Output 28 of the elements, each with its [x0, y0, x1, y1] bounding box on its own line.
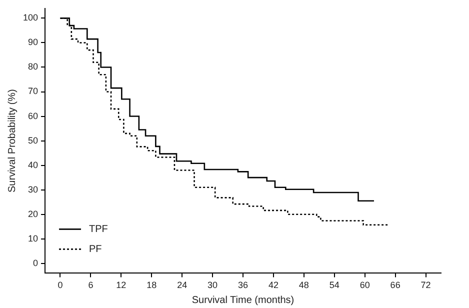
x-tick-label: 66: [390, 280, 400, 290]
x-tick-label: 48: [298, 280, 309, 290]
y-tick-label: 30: [28, 184, 38, 194]
y-axis-title: Survival Probability (%): [6, 89, 18, 192]
x-tick-label: 24: [177, 280, 188, 290]
x-tick-label: 30: [208, 280, 218, 290]
y-tick-label: 0: [33, 258, 38, 268]
x-tick-label: 18: [146, 280, 157, 290]
y-tick-label: 90: [28, 37, 38, 48]
y-tick-label: 10: [28, 233, 38, 244]
x-tick-label: 0: [58, 280, 63, 290]
legend-label: TPF: [89, 224, 108, 235]
y-tick-label: 100: [22, 12, 38, 23]
legend-label: PF: [89, 244, 102, 255]
x-tick-label: 12: [116, 280, 126, 290]
y-tick-label: 20: [28, 208, 38, 219]
x-tick-label: 72: [420, 280, 431, 290]
x-tick-label: 54: [329, 280, 340, 290]
y-tick-label: 50: [28, 135, 38, 146]
y-tick-label: 40: [28, 160, 38, 170]
y-tick-label: 70: [28, 86, 38, 96]
x-tick-label: 36: [238, 280, 248, 290]
x-axis-title: Survival Time (months): [192, 294, 294, 306]
x-tick-label: 60: [360, 280, 370, 290]
y-tick-label: 60: [28, 110, 38, 121]
x-tick-label: 42: [268, 280, 278, 290]
y-tick-label: 80: [28, 62, 38, 72]
x-tick-label: 6: [88, 280, 94, 290]
